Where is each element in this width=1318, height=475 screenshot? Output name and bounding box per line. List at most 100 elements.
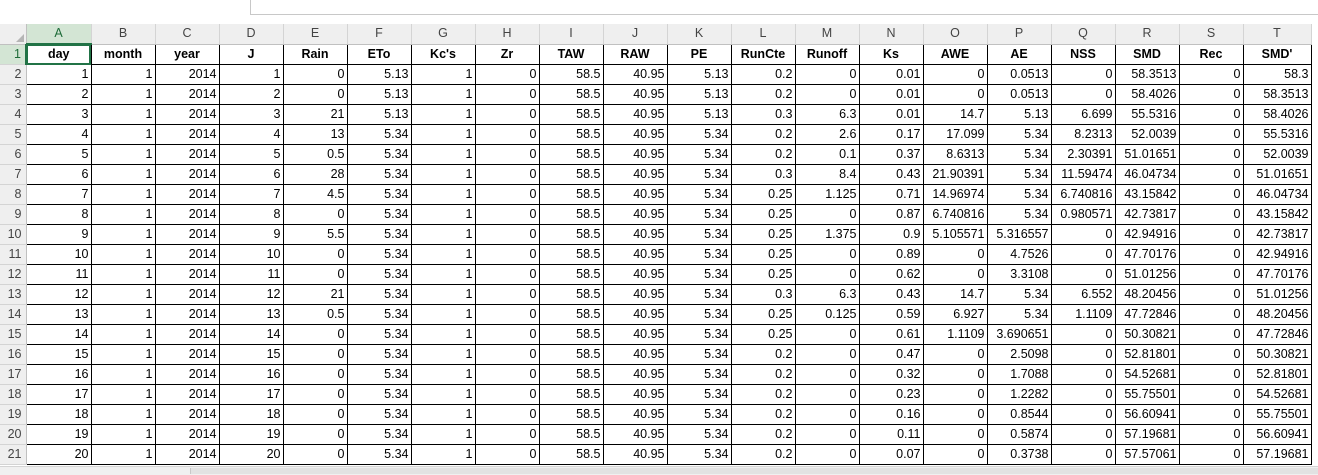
- data-cell[interactable]: 58.4026: [1243, 104, 1312, 125]
- data-cell[interactable]: 0: [475, 424, 540, 445]
- data-cell[interactable]: 5.13: [667, 64, 732, 85]
- data-cell[interactable]: 56.60941: [1243, 424, 1312, 445]
- data-cell[interactable]: 0: [1051, 424, 1116, 445]
- data-cell[interactable]: 5.34: [347, 204, 412, 225]
- header-cell[interactable]: SMD: [1115, 43, 1180, 65]
- column-header[interactable]: K: [667, 24, 732, 45]
- data-cell[interactable]: 0: [475, 284, 540, 305]
- data-cell[interactable]: 2014: [155, 444, 220, 465]
- data-cell[interactable]: 0.62: [859, 264, 924, 285]
- data-cell[interactable]: 9: [219, 224, 284, 245]
- data-cell[interactable]: 0: [1179, 264, 1244, 285]
- data-cell[interactable]: 8.2313: [1051, 124, 1116, 145]
- data-cell[interactable]: 5.34: [987, 144, 1052, 165]
- data-cell[interactable]: 43.15842: [1243, 204, 1312, 225]
- data-cell[interactable]: 0.2: [731, 344, 796, 365]
- data-cell[interactable]: 40.95: [603, 184, 668, 205]
- data-cell[interactable]: 0.07: [859, 444, 924, 465]
- data-cell[interactable]: 5.34: [667, 344, 732, 365]
- data-cell[interactable]: 0.3: [731, 104, 796, 125]
- data-cell[interactable]: 0: [1051, 444, 1116, 465]
- data-cell[interactable]: 0: [923, 64, 988, 85]
- data-cell[interactable]: 2014: [155, 284, 220, 305]
- data-cell[interactable]: 0: [1051, 84, 1116, 105]
- data-cell[interactable]: 14: [25, 324, 92, 345]
- data-cell[interactable]: 5.34: [667, 364, 732, 385]
- data-cell[interactable]: 4: [25, 124, 92, 145]
- data-cell[interactable]: 20: [25, 444, 92, 465]
- data-cell[interactable]: 1.375: [795, 224, 860, 245]
- data-cell[interactable]: 5.34: [667, 384, 732, 405]
- data-cell[interactable]: 9: [25, 224, 92, 245]
- data-cell[interactable]: 0.8544: [987, 404, 1052, 425]
- data-cell[interactable]: 14.7: [923, 104, 988, 125]
- data-cell[interactable]: 58.5: [539, 244, 604, 265]
- data-cell[interactable]: 11: [25, 264, 92, 285]
- data-cell[interactable]: 1: [91, 84, 156, 105]
- data-cell[interactable]: 0: [1179, 224, 1244, 245]
- data-cell[interactable]: 5.34: [347, 444, 412, 465]
- data-cell[interactable]: 5.13: [347, 64, 412, 85]
- data-cell[interactable]: 40.95: [603, 324, 668, 345]
- data-cell[interactable]: 1.1109: [1051, 304, 1116, 325]
- data-cell[interactable]: 0: [795, 384, 860, 405]
- data-cell[interactable]: 0: [475, 84, 540, 105]
- data-cell[interactable]: 47.72846: [1115, 304, 1180, 325]
- data-cell[interactable]: 5.34: [667, 324, 732, 345]
- column-header[interactable]: S: [1179, 24, 1244, 45]
- header-cell[interactable]: Zr: [475, 43, 540, 65]
- data-cell[interactable]: 10: [219, 244, 284, 265]
- data-cell[interactable]: 2014: [155, 144, 220, 165]
- data-cell[interactable]: 57.19681: [1115, 424, 1180, 445]
- column-header[interactable]: E: [283, 24, 348, 45]
- data-cell[interactable]: 58.3513: [1243, 84, 1312, 105]
- data-cell[interactable]: 54.52681: [1243, 384, 1312, 405]
- data-cell[interactable]: 55.5316: [1243, 124, 1312, 145]
- column-header[interactable]: D: [219, 24, 284, 45]
- data-cell[interactable]: 46.04734: [1115, 164, 1180, 185]
- data-cell[interactable]: 1: [411, 164, 476, 185]
- data-cell[interactable]: 19: [25, 424, 92, 445]
- data-cell[interactable]: 5.13: [667, 84, 732, 105]
- scrollbar-thumb[interactable]: [190, 468, 1318, 474]
- data-cell[interactable]: 5.316557: [987, 224, 1052, 245]
- header-cell[interactable]: TAW: [539, 43, 604, 65]
- data-cell[interactable]: 1: [411, 184, 476, 205]
- data-cell[interactable]: 55.75501: [1243, 404, 1312, 425]
- data-cell[interactable]: 40.95: [603, 364, 668, 385]
- data-cell[interactable]: 1: [91, 344, 156, 365]
- data-cell[interactable]: 58.5: [539, 64, 604, 85]
- data-cell[interactable]: 1: [91, 64, 156, 85]
- data-cell[interactable]: 5.34: [667, 244, 732, 265]
- data-cell[interactable]: 2014: [155, 264, 220, 285]
- data-cell[interactable]: 58.5: [539, 184, 604, 205]
- column-header[interactable]: I: [539, 24, 604, 45]
- data-cell[interactable]: 56.60941: [1115, 404, 1180, 425]
- data-cell[interactable]: 5: [219, 144, 284, 165]
- data-cell[interactable]: 1: [91, 324, 156, 345]
- data-cell[interactable]: 0: [1179, 144, 1244, 165]
- column-header[interactable]: G: [411, 24, 476, 45]
- column-header[interactable]: J: [603, 24, 668, 45]
- data-cell[interactable]: 0: [1179, 164, 1244, 185]
- data-cell[interactable]: 5.34: [347, 184, 412, 205]
- data-cell[interactable]: 1: [411, 104, 476, 125]
- data-cell[interactable]: 0: [923, 424, 988, 445]
- data-cell[interactable]: 5.13: [347, 84, 412, 105]
- data-cell[interactable]: 1: [91, 444, 156, 465]
- data-cell[interactable]: 0: [1179, 184, 1244, 205]
- data-cell[interactable]: 40.95: [603, 164, 668, 185]
- data-cell[interactable]: 58.5: [539, 224, 604, 245]
- data-cell[interactable]: 0: [795, 444, 860, 465]
- data-cell[interactable]: 5.34: [667, 184, 732, 205]
- data-cell[interactable]: 0: [1051, 324, 1116, 345]
- data-cell[interactable]: 2: [219, 84, 284, 105]
- data-cell[interactable]: 0: [283, 424, 348, 445]
- column-header[interactable]: H: [475, 24, 540, 45]
- data-cell[interactable]: 6: [219, 164, 284, 185]
- data-cell[interactable]: 0.47: [859, 344, 924, 365]
- header-cell[interactable]: Rec: [1179, 43, 1244, 65]
- data-cell[interactable]: 0: [1179, 424, 1244, 445]
- data-cell[interactable]: 0.3: [731, 164, 796, 185]
- data-cell[interactable]: 0: [283, 444, 348, 465]
